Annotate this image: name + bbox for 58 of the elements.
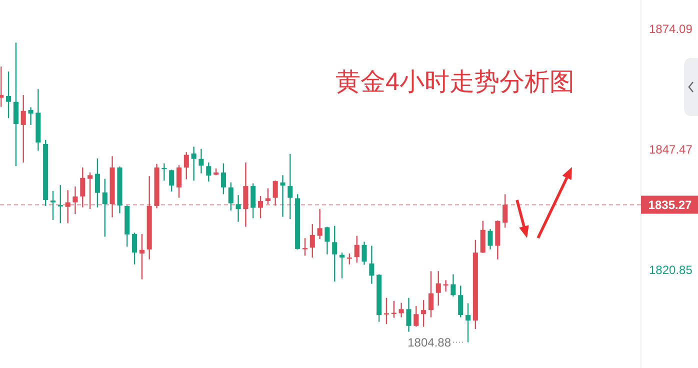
- candlestick: [332, 225, 338, 282]
- candlestick: [310, 223, 315, 258]
- candlestick: [132, 232, 138, 265]
- candlestick: [480, 220, 486, 254]
- candlestick: [58, 184, 63, 224]
- candlestick: [65, 190, 70, 224]
- candlestick: [340, 252, 345, 279]
- candlestick: [228, 182, 234, 212]
- candlestick: [488, 228, 493, 250]
- candlestick: [272, 180, 278, 206]
- candlestick: [428, 270, 434, 318]
- candlestick: [169, 169, 174, 192]
- candlestick: [176, 164, 182, 198]
- candlestick: [198, 148, 204, 174]
- candlestick: [102, 178, 108, 238]
- candlestick: [28, 106, 34, 126]
- candlestick: [280, 174, 286, 218]
- candlestick: [88, 172, 93, 210]
- candlestick: [288, 153, 293, 220]
- candlestick: [450, 274, 456, 298]
- candlestick: [250, 182, 256, 219]
- y-tick-label: 1820.85: [649, 262, 693, 277]
- candlestick: [398, 302, 404, 318]
- candlestick: [13, 42, 18, 167]
- candlestick: [80, 166, 86, 208]
- candlestick: [414, 305, 419, 328]
- candlestick: [466, 302, 471, 343]
- candlestick: [317, 208, 322, 240]
- y-tick-label: 1847.47: [649, 142, 693, 156]
- candlestick: [139, 233, 144, 280]
- candlestick: [324, 226, 330, 255]
- candlestick: [6, 70, 12, 119]
- candlestick: [94, 158, 100, 208]
- candlestick: [346, 252, 352, 265]
- candlestick: [20, 94, 26, 164]
- candlestick: [243, 162, 248, 228]
- candlestick: [369, 245, 374, 284]
- candlestick: [354, 235, 360, 264]
- text: 黄金4小时走势分析图: [336, 68, 574, 96]
- candlestick: [72, 186, 78, 215]
- candlestick: [191, 146, 196, 182]
- candlestick: [458, 285, 464, 318]
- candlestick: [50, 190, 56, 221]
- candlestick: [502, 194, 508, 228]
- y-tick-label: 1874.09: [649, 22, 693, 36]
- candlestick: [421, 300, 426, 328]
- candlestick: [236, 194, 241, 222]
- ref-line-label: 1835.27: [648, 198, 692, 212]
- candlestick: [265, 188, 270, 205]
- candlestick: [220, 162, 226, 195]
- candlestick: [184, 151, 189, 180]
- annotation: 1804.88: [408, 335, 452, 350]
- candlestick: [406, 297, 412, 332]
- candlestick: [436, 270, 441, 306]
- candlestick: [362, 241, 367, 266]
- candlestick: [384, 297, 390, 325]
- candlestick: [206, 162, 212, 182]
- candlestick: [258, 195, 264, 219]
